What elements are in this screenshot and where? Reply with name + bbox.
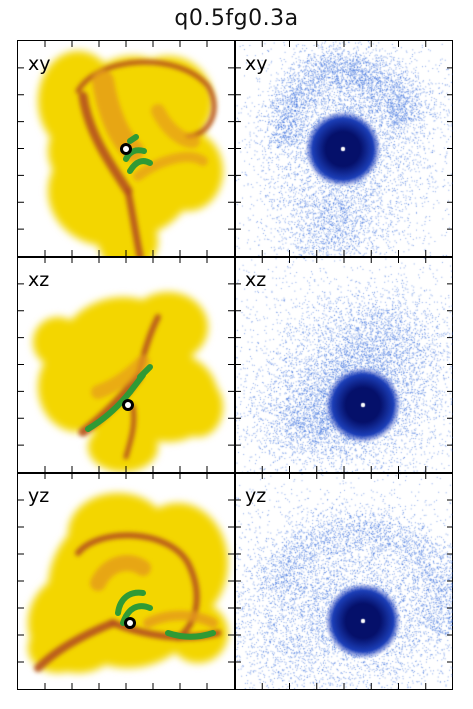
panel-stars-yz: yz <box>235 473 453 689</box>
panel-label: xz <box>245 269 267 291</box>
gas-density-map <box>28 493 228 673</box>
gas-density-map <box>33 292 223 472</box>
row-divider <box>18 256 452 258</box>
panel-stars-xz: xz <box>235 257 453 472</box>
figure-title: q0.5fg0.3a <box>174 6 299 31</box>
stellar-particle-map <box>235 41 453 256</box>
panel-label: xy <box>28 53 51 75</box>
panel-label: yz <box>245 485 267 507</box>
gas-density-map <box>38 51 223 256</box>
stellar-particle-map <box>235 257 453 472</box>
panel-gas-xy: xy <box>18 41 234 256</box>
panel-stars-xy: xy <box>235 41 453 256</box>
panel-label: xz <box>28 269 50 291</box>
panel-label: yz <box>28 485 50 507</box>
column-divider <box>234 41 236 689</box>
panel-label: xy <box>245 53 268 75</box>
panel-grid: xy xy xz xz yz yz <box>17 40 453 690</box>
panel-gas-xz: xz <box>18 257 234 472</box>
stellar-particle-map <box>235 473 453 689</box>
row-divider <box>18 472 452 474</box>
panel-gas-yz: yz <box>18 473 234 689</box>
